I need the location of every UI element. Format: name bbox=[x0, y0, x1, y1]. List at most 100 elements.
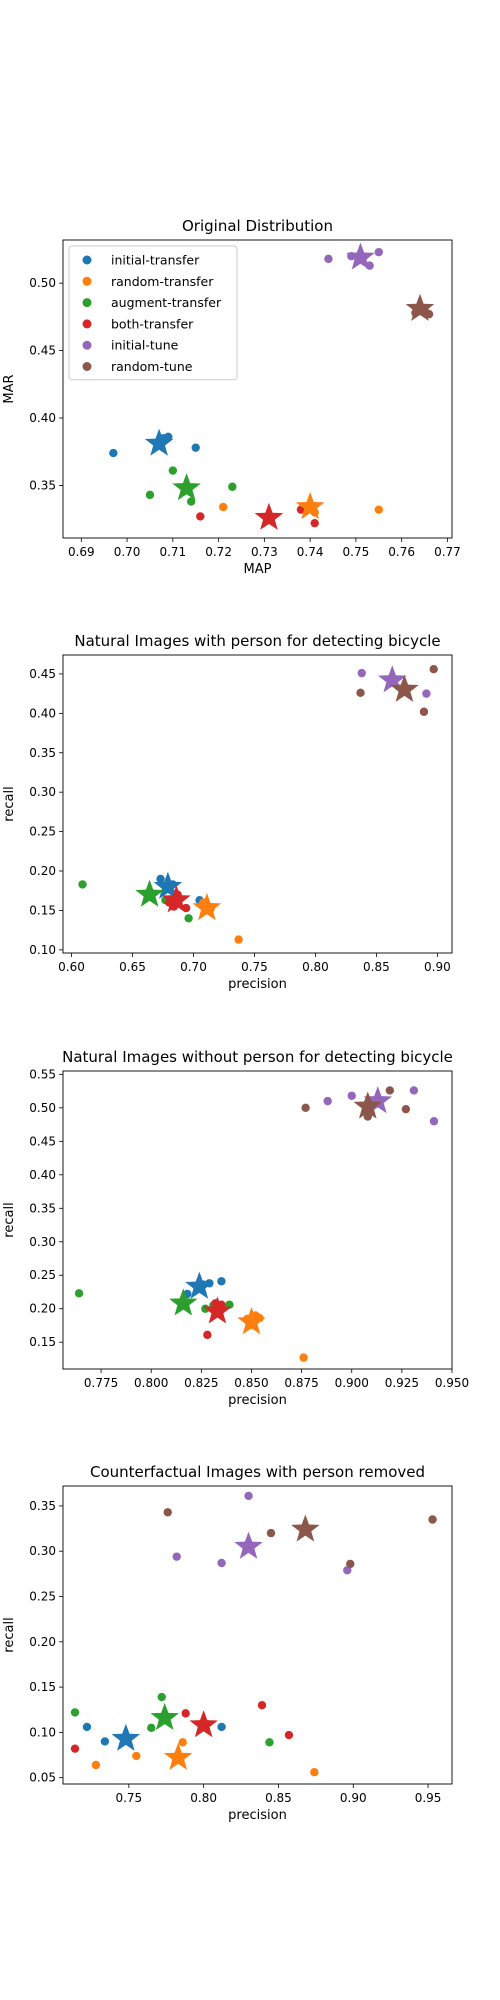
mean-star-random-transfer bbox=[295, 491, 325, 520]
x-tick-label: 0.77 bbox=[434, 545, 461, 559]
data-point-initial-transfer bbox=[100, 1737, 110, 1746]
y-tick-label: 0.35 bbox=[29, 1201, 56, 1215]
data-point-initial-tune bbox=[324, 254, 333, 264]
data-point-augment-transfer bbox=[70, 1708, 80, 1717]
y-tick-label: 0.40 bbox=[29, 411, 56, 425]
y-tick-label: 0.30 bbox=[29, 1235, 56, 1249]
legend-marker-random-tune bbox=[82, 362, 92, 371]
x-tick-label: 0.71 bbox=[159, 545, 186, 559]
y-tick-label: 0.15 bbox=[29, 903, 56, 917]
plot-frame bbox=[62, 1485, 453, 1785]
data-point-initial-tune bbox=[217, 1558, 226, 1568]
legend-label-random-transfer: random-transfer bbox=[111, 274, 214, 289]
y-tick-label: 0.55 bbox=[29, 1067, 56, 1081]
data-point-initial-tune bbox=[357, 668, 366, 678]
data-point-both-transfer bbox=[257, 1701, 267, 1710]
mean-star-random-tune bbox=[291, 1514, 320, 1542]
x-axis-label: precision bbox=[228, 1393, 287, 1408]
data-point-initial-tune bbox=[323, 1096, 332, 1106]
legend-box bbox=[68, 245, 238, 381]
data-point-initial-tune bbox=[374, 247, 383, 257]
mean-star-initial-tune bbox=[234, 1531, 263, 1559]
x-tick-label: 0.95 bbox=[415, 1791, 442, 1805]
mean-star-both-transfer bbox=[203, 1296, 232, 1324]
y-tick-label: 0.25 bbox=[29, 1590, 56, 1604]
data-point-random-transfer bbox=[234, 935, 243, 944]
x-tick-label: 0.825 bbox=[184, 1376, 218, 1390]
chart-1: Original Distribution 0.69 0.70 0.71 0.72 0.7… bbox=[2, 217, 461, 577]
x-tick-label: 0.73 bbox=[251, 545, 278, 559]
mean-star-random-transfer bbox=[237, 1307, 266, 1335]
x-tick-label: 0.90 bbox=[340, 1791, 367, 1805]
x-tick-label: 0.90 bbox=[424, 960, 451, 974]
x-tick-label: 0.72 bbox=[205, 545, 232, 559]
y-tick-label: 0.40 bbox=[29, 706, 56, 720]
x-tick-label: 0.900 bbox=[335, 1376, 369, 1390]
x-tick-label: 0.75 bbox=[343, 545, 370, 559]
mean-star-initial-tune bbox=[363, 1086, 393, 1114]
y-tick-label: 0.10 bbox=[29, 943, 56, 957]
y-tick-label: 0.50 bbox=[29, 1101, 56, 1115]
y-tick-label: 0.25 bbox=[29, 825, 56, 839]
y-axis-label: recall bbox=[2, 1617, 17, 1652]
data-point-random-tune bbox=[401, 1104, 411, 1114]
x-tick-label: 0.925 bbox=[385, 1376, 419, 1390]
mean-star-random-tune bbox=[405, 293, 435, 321]
data-point-augment-transfer bbox=[265, 1738, 274, 1747]
data-point-both-transfer bbox=[196, 512, 205, 521]
mean-star-initial-tune bbox=[346, 242, 375, 270]
data-point-initial-tune bbox=[429, 1117, 439, 1126]
legend: initial-transfer random-transfer augment-t… bbox=[68, 245, 238, 381]
x-axis-label: MAP bbox=[244, 562, 272, 577]
data-point-random-tune bbox=[163, 1508, 172, 1517]
data-point-both-transfer bbox=[310, 518, 319, 528]
y-axis-label: MAR bbox=[2, 374, 17, 403]
data-point-random-tune bbox=[356, 688, 365, 698]
mean-star-random-transfer bbox=[163, 1742, 193, 1770]
data-point-initial-transfer bbox=[191, 443, 200, 452]
data-point-both-transfer bbox=[70, 1744, 80, 1753]
y-tick-label: 0.15 bbox=[29, 1335, 56, 1349]
y-axis-label: recall bbox=[2, 1202, 17, 1237]
y-tick-label: 0.35 bbox=[29, 478, 56, 492]
data-point-initial-tune bbox=[343, 1566, 352, 1575]
x-tick-label: 0.800 bbox=[134, 1376, 168, 1390]
x-tick-label: 0.70 bbox=[180, 960, 207, 974]
x-tick-label: 0.75 bbox=[241, 960, 268, 974]
y-tick-label: 0.30 bbox=[29, 1544, 56, 1558]
legend-marker-augment-transfer bbox=[82, 298, 92, 308]
data-point-random-tune bbox=[385, 1086, 395, 1095]
mean-star-both-transfer bbox=[189, 1710, 218, 1738]
data-point-augment-transfer bbox=[145, 490, 155, 500]
y-tick-label: 0.05 bbox=[29, 1771, 56, 1785]
x-tick-label: 0.85 bbox=[265, 1791, 292, 1805]
x-tick-label: 0.850 bbox=[234, 1376, 268, 1390]
y-tick-label: 0.45 bbox=[29, 344, 56, 358]
data-point-random-transfer bbox=[299, 1353, 308, 1362]
data-point-augment-transfer bbox=[74, 1289, 84, 1298]
data-point-random-transfer bbox=[374, 505, 383, 514]
legend-label-random-tune: random-tune bbox=[111, 359, 193, 374]
data-point-augment-transfer bbox=[186, 497, 196, 506]
chart-2: Natural Images with person for detecting… bbox=[2, 632, 453, 992]
x-axis-label: precision bbox=[228, 977, 287, 992]
chart-title: Original Distribution bbox=[182, 217, 333, 235]
legend-marker-random-transfer bbox=[82, 276, 92, 286]
y-tick-label: 0.30 bbox=[29, 785, 56, 799]
y-axis-label: recall bbox=[2, 786, 17, 821]
legend-label-initial-tune: initial-tune bbox=[111, 338, 179, 353]
legend-label-augment-transfer: augment-transfer bbox=[111, 295, 222, 310]
y-tick-label: 0.10 bbox=[29, 1725, 56, 1739]
x-tick-label: 0.775 bbox=[84, 1376, 118, 1390]
data-point-augment-transfer bbox=[157, 1692, 166, 1702]
x-tick-label: 0.950 bbox=[435, 1376, 469, 1390]
x-tick-label: 0.76 bbox=[388, 545, 415, 559]
y-tick-label: 0.15 bbox=[29, 1680, 56, 1694]
legend-marker-both-transfer bbox=[82, 319, 92, 329]
legend-label-both-transfer: both-transfer bbox=[111, 316, 194, 331]
x-tick-label: 0.80 bbox=[190, 1791, 217, 1805]
mean-star-augment-transfer bbox=[150, 1702, 179, 1731]
mean-star-initial-transfer bbox=[185, 1271, 214, 1299]
chart-4: Counterfactual Images with person remove… bbox=[2, 1463, 453, 1823]
